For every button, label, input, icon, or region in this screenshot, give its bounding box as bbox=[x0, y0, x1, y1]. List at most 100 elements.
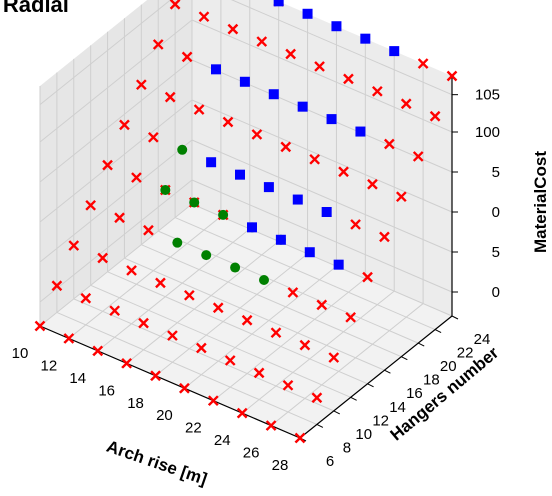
back-grid-z bbox=[230, 0, 453, 96]
cross-point bbox=[119, 119, 130, 131]
cross-stroke bbox=[379, 231, 390, 243]
z-tick-label: 100 bbox=[475, 124, 500, 141]
floor-grid-x bbox=[241, 290, 395, 414]
cross-stroke bbox=[97, 252, 109, 264]
cross-stroke bbox=[367, 178, 378, 190]
x-tick-label: 26 bbox=[243, 445, 260, 462]
z-tick-label: 105 bbox=[475, 87, 500, 104]
back-grid-z bbox=[191, 179, 453, 293]
cross-point bbox=[222, 116, 234, 128]
floor-grid-x bbox=[126, 240, 279, 364]
y-tick-label: 12 bbox=[372, 412, 389, 429]
circle-point bbox=[259, 275, 269, 285]
cross-point bbox=[150, 370, 161, 382]
circle-point bbox=[189, 197, 200, 208]
y-tick-label: 6 bbox=[326, 453, 334, 470]
square-point bbox=[304, 247, 315, 258]
floor-grid-y bbox=[158, 230, 419, 344]
cross-stroke bbox=[169, 0, 181, 10]
cross-point bbox=[343, 73, 354, 85]
y-tick-mark bbox=[401, 356, 408, 361]
cross-point bbox=[367, 178, 378, 190]
square-point bbox=[333, 259, 344, 270]
square-point bbox=[360, 33, 371, 44]
cross-stroke bbox=[131, 172, 142, 183]
cross-stroke bbox=[270, 327, 282, 339]
cross-stroke bbox=[371, 85, 383, 97]
cross-point bbox=[85, 199, 97, 211]
cross-stroke bbox=[350, 219, 361, 230]
cross-stroke bbox=[126, 265, 137, 276]
cross-point bbox=[97, 252, 109, 264]
y-tick-label: 8 bbox=[343, 439, 351, 456]
cross-point bbox=[183, 289, 195, 301]
cross-point bbox=[282, 379, 294, 391]
square-point bbox=[321, 207, 332, 217]
cross-point bbox=[227, 23, 239, 35]
cross-point bbox=[265, 420, 277, 431]
cross-stroke bbox=[138, 317, 149, 329]
cross-point bbox=[51, 280, 63, 292]
cross-stroke bbox=[212, 302, 224, 314]
back-grid-z bbox=[191, 59, 453, 173]
cross-stroke bbox=[152, 39, 164, 50]
cross-point bbox=[311, 392, 323, 404]
cross-stroke bbox=[164, 91, 176, 103]
cross-point bbox=[395, 191, 407, 203]
cross-stroke bbox=[150, 370, 161, 382]
left-grid-z bbox=[39, 0, 172, 106]
cross-stroke bbox=[147, 131, 159, 143]
cross-point bbox=[152, 39, 164, 50]
cross-stroke bbox=[328, 352, 340, 363]
left-grid-z bbox=[39, 139, 193, 263]
cross-point bbox=[179, 382, 190, 394]
x-tick-label: 20 bbox=[156, 407, 173, 424]
cross-stroke bbox=[316, 299, 328, 311]
floor-grid-x bbox=[270, 303, 424, 426]
cross-point bbox=[383, 138, 395, 150]
cross-stroke bbox=[121, 357, 133, 369]
cross-stroke bbox=[222, 116, 234, 128]
cross-point bbox=[109, 305, 121, 317]
cross-point bbox=[253, 367, 265, 379]
cross-stroke bbox=[85, 199, 97, 211]
square-point bbox=[297, 101, 308, 112]
cross-point bbox=[251, 129, 263, 140]
cross-point bbox=[280, 141, 292, 153]
cross-point bbox=[429, 110, 441, 122]
circle-point bbox=[172, 237, 183, 248]
floor-grid-x bbox=[68, 216, 222, 339]
cross-point bbox=[236, 407, 248, 419]
square-point bbox=[273, 0, 284, 7]
floor-grid-y bbox=[90, 284, 351, 398]
cross-stroke bbox=[92, 345, 104, 357]
left-pane bbox=[40, 0, 192, 326]
cross-stroke bbox=[285, 48, 297, 60]
cross-stroke bbox=[241, 314, 253, 326]
z-tick-label: 0 bbox=[492, 284, 500, 301]
circle-point bbox=[201, 250, 212, 261]
z-axis-label: MaterialCost bbox=[531, 151, 550, 253]
y-tick-label: 18 bbox=[423, 372, 440, 389]
cross-stroke bbox=[417, 58, 429, 69]
y-tick-mark bbox=[333, 410, 341, 415]
circle-point bbox=[160, 185, 171, 195]
y-tick-label: 10 bbox=[355, 426, 372, 443]
left-grid-z bbox=[39, 99, 193, 223]
cross-point bbox=[314, 61, 325, 72]
x-tick-label: 12 bbox=[41, 357, 58, 374]
square-point bbox=[302, 8, 313, 19]
cross-stroke bbox=[114, 212, 125, 224]
back-grid-z bbox=[191, 19, 453, 133]
axis-panes bbox=[40, 0, 452, 438]
cross-stroke bbox=[395, 191, 407, 203]
square-point bbox=[331, 21, 342, 32]
cross-point bbox=[379, 231, 390, 243]
floor-grid-x bbox=[184, 265, 337, 389]
cross-stroke bbox=[167, 330, 178, 341]
cross-stroke bbox=[51, 280, 63, 292]
square-point bbox=[389, 46, 400, 57]
floor-grid-x bbox=[155, 253, 308, 377]
